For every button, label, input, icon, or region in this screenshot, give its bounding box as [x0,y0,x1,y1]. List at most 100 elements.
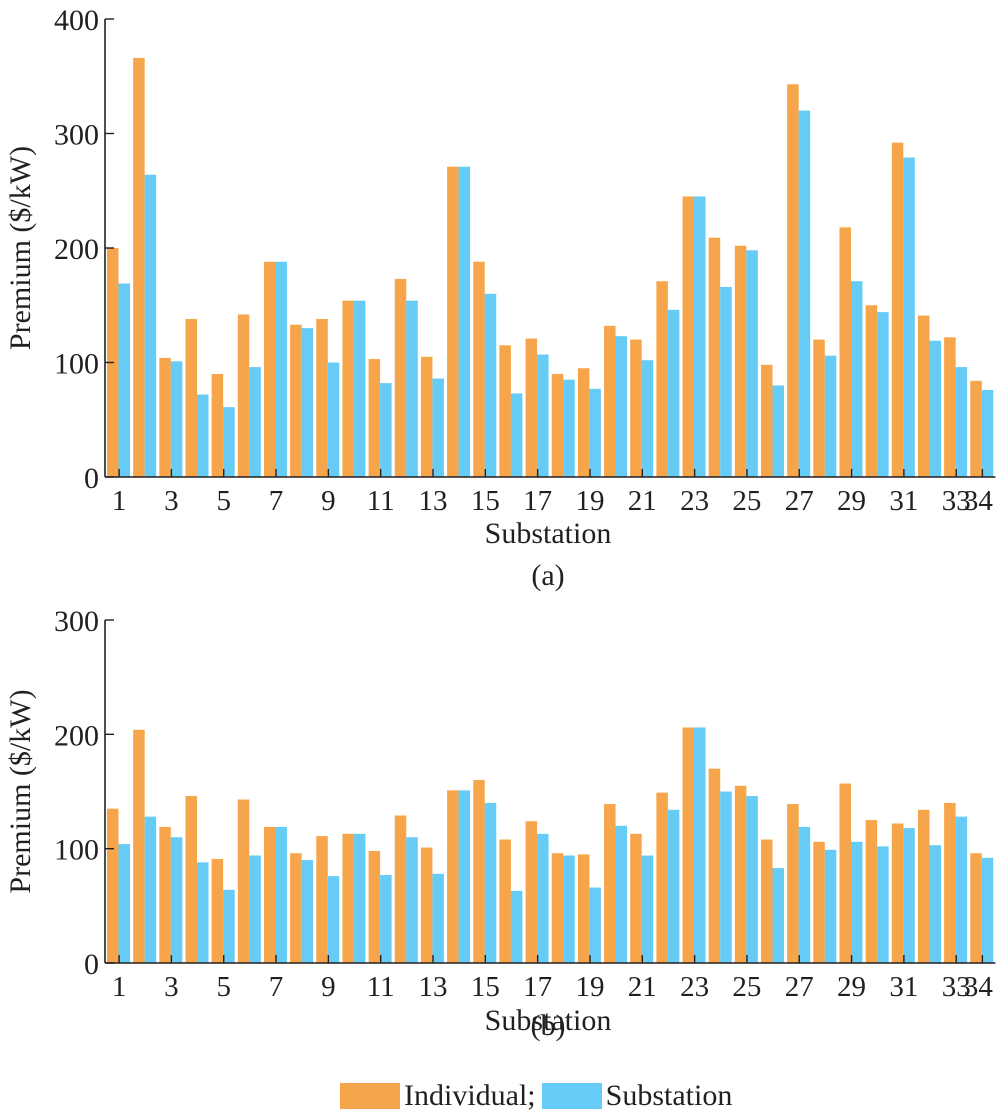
bar-substation-32 [929,845,941,963]
bar-individual-17 [525,338,538,477]
legend-label-substation: Substation [605,1079,733,1112]
bar-substation-18 [563,855,575,963]
bar-individual-34 [970,853,982,963]
bar-substation-15 [484,293,497,477]
x-tick-label-19: 19 [575,971,604,1003]
y-tick-label-0: 0 [84,948,99,981]
bar-substation-27 [798,826,811,963]
bar-substation-4 [196,862,209,963]
bar-individual-11 [368,850,381,963]
bar-substation-26 [772,868,784,963]
bar-substation-31 [903,828,915,963]
bar-substation-32 [929,340,941,477]
legend: Individual; Substation [340,1078,732,1114]
bar-substation-29 [850,841,863,963]
bar-substation-17 [537,354,549,477]
bar-substation-2 [144,816,157,963]
bar-individual-8 [290,853,302,963]
bar-substation-10 [353,833,366,963]
bar-substation-2 [144,174,157,477]
bar-individual-10 [342,300,354,477]
bar-substation-19 [589,388,601,477]
bar-individual-33 [944,802,956,963]
bar-substation-16 [510,393,523,477]
x-tick-label-9: 9 [321,485,336,517]
bar-individual-2 [133,729,145,963]
bar-individual-26 [761,364,773,477]
bar-individual-8 [290,324,302,477]
bar-substation-29 [850,281,863,477]
bar-individual-6 [237,314,250,477]
y-tick-label-200: 200 [54,233,99,266]
bar-individual-27 [787,804,799,963]
bar-individual-6 [237,799,250,963]
x-tick-label-23: 23 [680,971,709,1003]
bar-individual-16 [499,839,511,963]
bar-substation-12 [406,300,418,477]
bar-substation-13 [432,378,444,477]
y-tick-label-200: 200 [54,719,99,752]
y-tick-label-300: 300 [54,605,99,638]
x-tick-label-34: 34 [964,485,994,517]
x-tick-label-29: 29 [837,971,866,1003]
bar-individual-21 [630,833,642,963]
x-tick-label-27: 27 [785,971,814,1003]
bar-substation-22 [667,809,680,963]
bar-substation-14 [458,166,471,477]
x-tick-label-13: 13 [419,485,448,517]
bar-individual-32 [917,315,930,477]
x-tick-label-25: 25 [732,971,761,1003]
bar-substation-15 [484,802,497,963]
bar-individual-24 [708,237,721,477]
bar-individual-32 [917,809,930,963]
bar-substation-31 [903,157,915,478]
x-tick-label-9: 9 [321,971,336,1003]
x-tick-label-7: 7 [269,485,284,517]
bar-substation-25 [746,250,758,477]
bar-substation-13 [432,873,444,963]
bar-substation-24 [720,791,732,963]
bar-substation-6 [249,855,261,963]
bar-substation-21 [641,360,654,477]
x-tick-label-29: 29 [837,485,866,517]
x-tick-label-15: 15 [471,485,500,517]
bar-substation-34 [981,389,994,477]
x-tick-label-34: 34 [964,971,994,1003]
y-tick-label-100: 100 [54,834,99,867]
y-tick-label-400: 400 [54,4,99,37]
x-tick-label-25: 25 [732,485,761,517]
bar-substation-20 [615,336,628,477]
bar-substation-12 [406,837,418,963]
bar-individual-28 [813,841,825,963]
y-axis-label: Premium ($/kW) [4,689,37,893]
x-tick-label-5: 5 [216,485,231,517]
x-tick-label-1: 1 [112,971,127,1003]
bar-individual-5 [211,373,224,477]
x-tick-label-13: 13 [419,971,448,1003]
bar-individual-31 [891,823,904,963]
x-tick-label-19: 19 [575,485,604,517]
bar-substation-23 [694,727,706,963]
bar-substation-24 [720,286,732,477]
bar-individual-14 [447,166,459,477]
bar-substation-11 [380,383,392,477]
bar-substation-33 [955,816,968,963]
bar-individual-26 [761,839,773,963]
bar-substation-16 [510,890,523,963]
bar-substation-18 [563,379,575,477]
legend-swatch-substation [541,1083,602,1109]
x-tick-label-1: 1 [112,485,127,517]
bar-substation-27 [798,110,811,477]
y-tick-label-100: 100 [54,348,99,381]
bar-individual-24 [708,768,721,963]
bar-substation-5 [223,889,235,963]
bar-substation-28 [824,849,837,963]
bar-individual-13 [420,356,433,477]
y-tick-label-0: 0 [84,462,99,495]
bar-individual-23 [682,196,695,477]
x-tick-label-33: 33 [942,485,971,517]
bar-substation-33 [955,367,968,477]
bar-substation-9 [327,876,340,963]
